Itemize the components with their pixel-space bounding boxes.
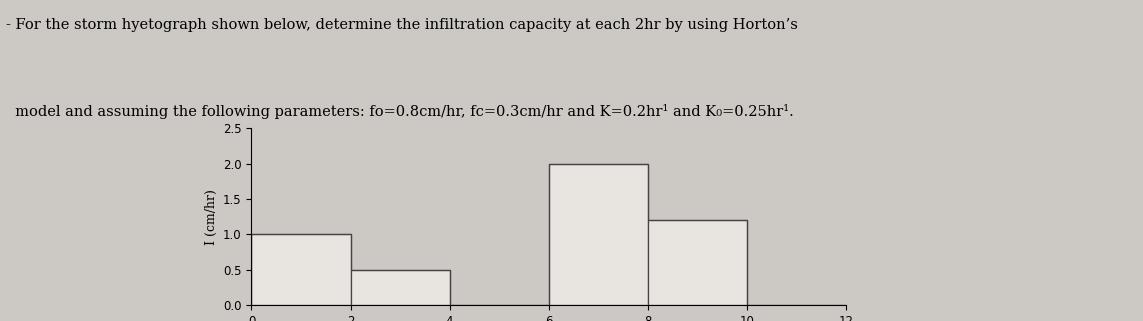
Y-axis label: I (cm/hr): I (cm/hr) [205, 189, 217, 245]
Bar [549, 164, 648, 305]
Bar [251, 234, 351, 305]
Text: - For the storm hyetograph shown below, determine the infiltration capacity at e: - For the storm hyetograph shown below, … [6, 18, 798, 32]
Text: model and assuming the following parameters: fo=0.8cm/hr, fc=0.3cm/hr and K=0.2h: model and assuming the following paramet… [6, 104, 793, 119]
Bar [648, 220, 746, 305]
Bar [351, 270, 449, 305]
